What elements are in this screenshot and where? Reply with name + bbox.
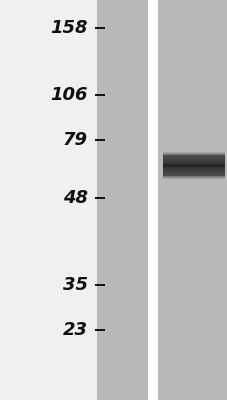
Text: 48: 48 — [63, 189, 88, 207]
Text: 35: 35 — [63, 276, 88, 294]
Text: 106: 106 — [50, 86, 88, 104]
Text: 23: 23 — [63, 321, 88, 339]
Text: 158: 158 — [50, 19, 88, 37]
Text: 79: 79 — [63, 131, 88, 149]
